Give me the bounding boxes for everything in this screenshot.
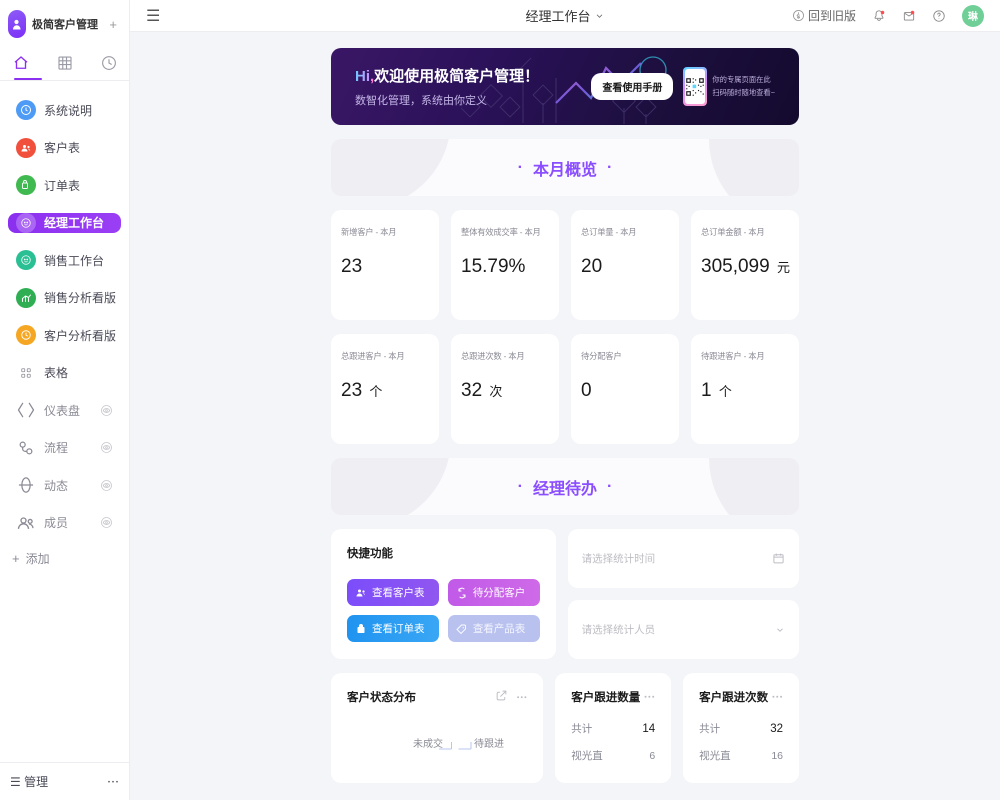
svg-text:待跟进: 待跟进 [474,737,504,750]
svg-text:未成交: 未成交 [413,737,443,750]
